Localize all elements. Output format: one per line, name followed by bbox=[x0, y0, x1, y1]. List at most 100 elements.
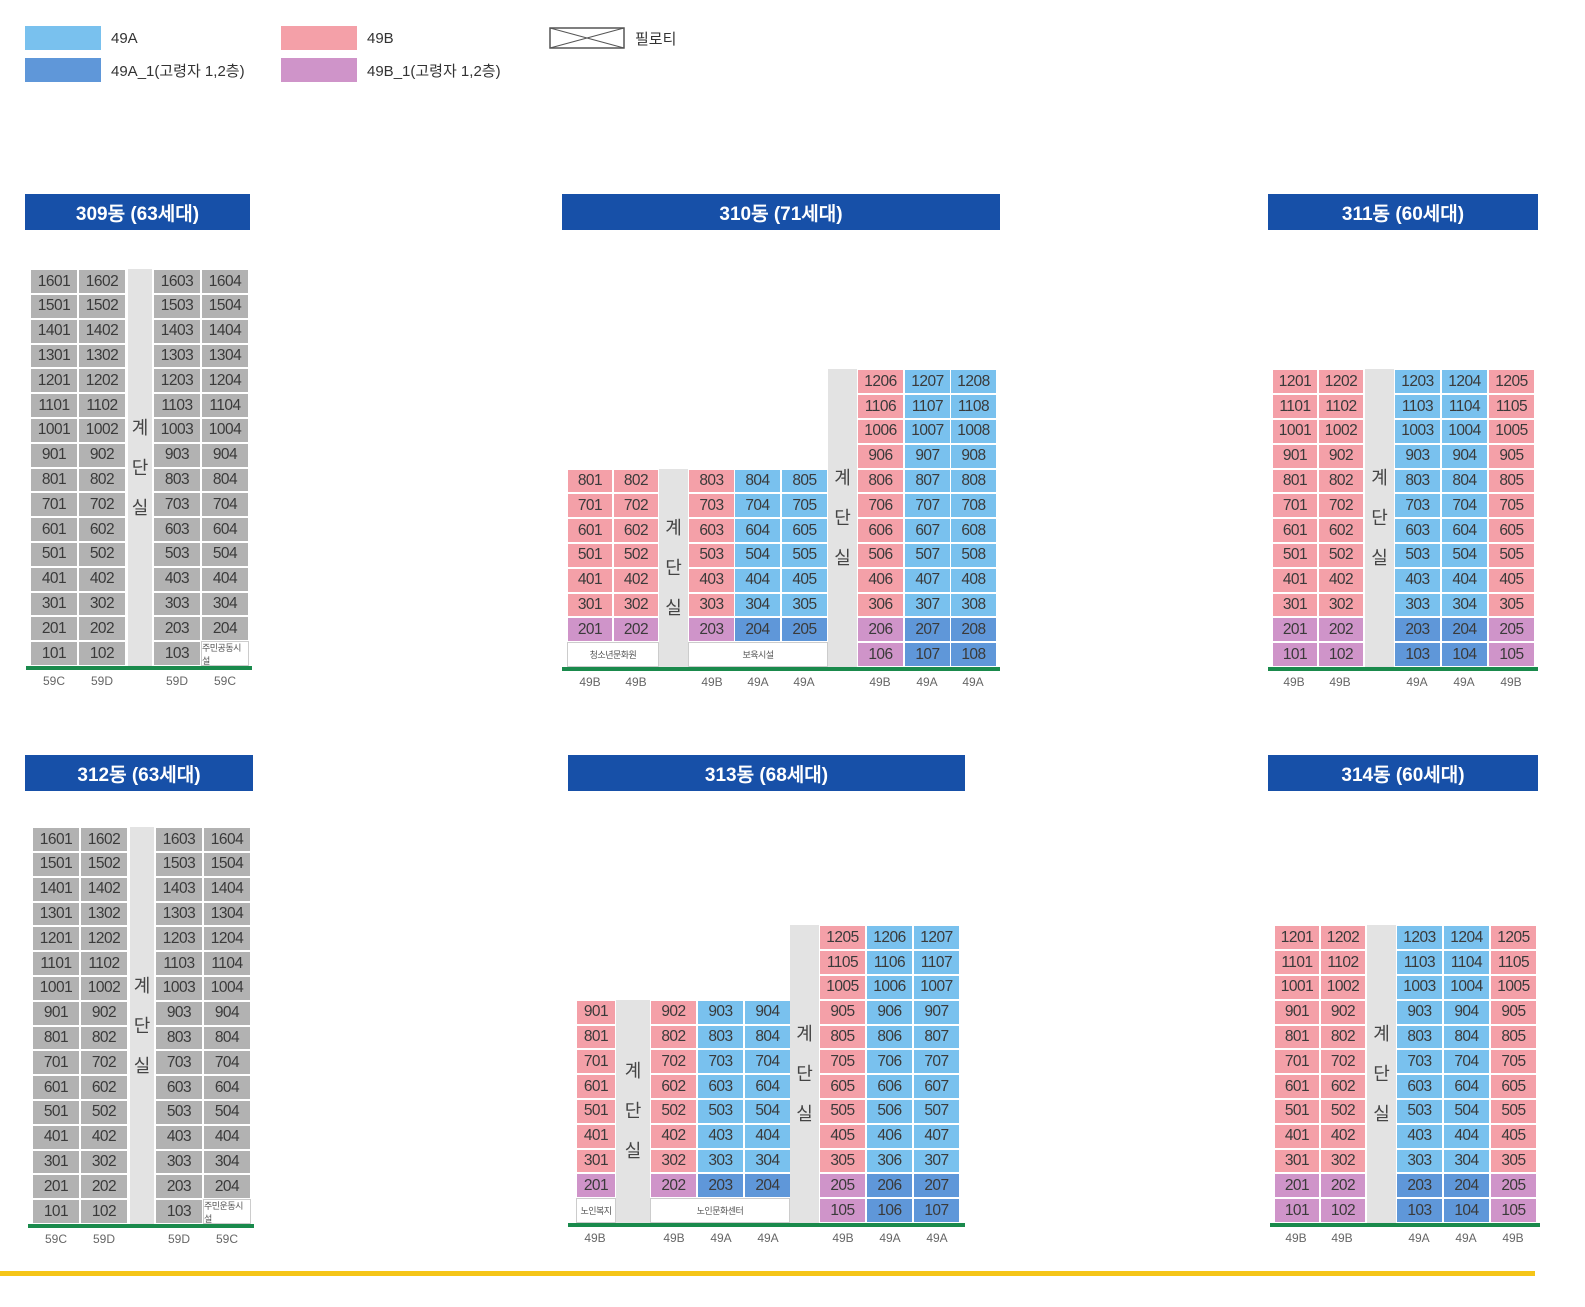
unit-cell: 105 bbox=[1488, 642, 1535, 667]
unit-cell: 204 bbox=[1441, 617, 1488, 643]
unit-cell: 604 bbox=[1443, 1074, 1490, 1099]
unit-type-label: 49A bbox=[1455, 1231, 1477, 1245]
unit-cell: 603 bbox=[1394, 518, 1441, 543]
unit-cell: 304 bbox=[734, 592, 781, 618]
unit-cell: 305 bbox=[781, 592, 828, 618]
unit-cell: 605 bbox=[819, 1074, 866, 1099]
unit-cell: 903 bbox=[1394, 443, 1441, 469]
unit-cell: 302 bbox=[1320, 1148, 1366, 1174]
unit-cell: 407 bbox=[904, 567, 951, 593]
unit-cell: 1006 bbox=[857, 419, 904, 444]
stair-char: 계 bbox=[796, 1024, 813, 1045]
unit-cell: 301 bbox=[30, 591, 78, 617]
unit-cell: 904 bbox=[744, 999, 791, 1025]
unit-cell: 701 bbox=[32, 1050, 80, 1076]
ground-line bbox=[568, 1223, 965, 1227]
unit-cell: 808 bbox=[950, 468, 997, 494]
unit-cell: 1103 bbox=[155, 951, 203, 976]
unit-cell: 802 bbox=[80, 1025, 128, 1051]
unit-cell: 1207 bbox=[904, 369, 951, 395]
unit-cell: 302 bbox=[613, 592, 659, 618]
unit-cell: 504 bbox=[744, 1099, 791, 1124]
unit-cell: 1001 bbox=[30, 418, 78, 443]
unit-cell: 705 bbox=[1490, 1049, 1537, 1075]
unit-cell: 604 bbox=[734, 518, 781, 543]
unit-cell: 1204 bbox=[1441, 369, 1488, 395]
unit-cell: 1501 bbox=[32, 852, 80, 877]
unit-cell: 406 bbox=[857, 567, 904, 593]
unit-cell: 404 bbox=[734, 567, 781, 593]
unit-cell: 505 bbox=[1488, 543, 1535, 568]
unit-cell: 305 bbox=[819, 1148, 866, 1174]
unit-type-label: 49A bbox=[757, 1231, 779, 1245]
unit-cell: 602 bbox=[1320, 1074, 1366, 1099]
unit-cell: 1101 bbox=[30, 393, 78, 418]
unit-cell: 1102 bbox=[1320, 950, 1366, 975]
building-313-title: 313동 (68세대) bbox=[568, 755, 965, 791]
unit-cell: 1004 bbox=[203, 976, 251, 1001]
unit-cell: 1004 bbox=[201, 418, 249, 443]
unit-cell: 1101 bbox=[1274, 950, 1320, 975]
legend-piloti-label: 필로티 bbox=[635, 30, 677, 48]
unit-cell: 807 bbox=[913, 1024, 960, 1050]
unit-cell: 503 bbox=[155, 1100, 203, 1125]
stair-char: 단 bbox=[665, 557, 682, 578]
stair-char: 계 bbox=[834, 468, 851, 489]
unit-cell: 1403 bbox=[153, 318, 201, 344]
unit-cell: 1106 bbox=[857, 394, 904, 419]
unit-cell: 902 bbox=[1320, 999, 1366, 1025]
unit-cell: 402 bbox=[1320, 1123, 1366, 1149]
unit-cell: 602 bbox=[80, 1075, 128, 1100]
facility-cell: 주민공동시설 bbox=[201, 641, 249, 666]
unit-cell: 802 bbox=[78, 467, 126, 493]
unit-cell: 606 bbox=[857, 518, 904, 543]
unit-cell: 304 bbox=[201, 591, 249, 617]
unit-type-label: 49B bbox=[663, 1231, 685, 1245]
unit-type-label: 49B bbox=[579, 675, 601, 689]
unit-cell: 1004 bbox=[1441, 419, 1488, 444]
unit-cell: 101 bbox=[1272, 642, 1318, 667]
stair-char: 단 bbox=[796, 1064, 813, 1085]
unit-cell: 401 bbox=[567, 567, 613, 593]
unit-cell: 1604 bbox=[201, 269, 249, 294]
unit-cell: 204 bbox=[744, 1173, 791, 1199]
unit-cell: 302 bbox=[1318, 592, 1364, 618]
unit-type-label: 49A bbox=[916, 675, 938, 689]
unit-cell: 1202 bbox=[1320, 925, 1366, 951]
unit-cell: 301 bbox=[576, 1148, 616, 1174]
unit-cell: 806 bbox=[857, 468, 904, 494]
unit-cell: 406 bbox=[866, 1123, 913, 1149]
unit-cell: 908 bbox=[950, 443, 997, 469]
unit-cell: 504 bbox=[734, 543, 781, 568]
unit-cell: 1103 bbox=[153, 393, 201, 418]
unit-cell: 603 bbox=[153, 517, 201, 542]
unit-cell: 405 bbox=[1488, 567, 1535, 593]
unit-cell: 303 bbox=[697, 1148, 744, 1174]
unit-cell: 1401 bbox=[32, 876, 80, 902]
unit-cell: 104 bbox=[1441, 642, 1488, 667]
unit-cell: 304 bbox=[1443, 1148, 1490, 1174]
unit-cell: 601 bbox=[1274, 1074, 1320, 1099]
legend-piloti: 필로티 bbox=[549, 27, 676, 49]
unit-type-label: 49A bbox=[926, 1231, 948, 1245]
unit-cell: 901 bbox=[1272, 443, 1318, 469]
unit-type-label: 49B bbox=[869, 675, 891, 689]
building-309-title: 309동 (63세대) bbox=[25, 194, 250, 230]
unit-cell: 205 bbox=[1490, 1173, 1537, 1199]
unit-cell: 1003 bbox=[155, 976, 203, 1001]
unit-cell: 407 bbox=[913, 1123, 960, 1149]
unit-cell: 404 bbox=[1443, 1123, 1490, 1149]
unit-cell: 107 bbox=[913, 1198, 960, 1223]
unit-cell: 707 bbox=[913, 1049, 960, 1075]
unit-cell: 602 bbox=[1318, 518, 1364, 543]
unit-type-label: 59C bbox=[213, 674, 236, 688]
unit-cell: 405 bbox=[1490, 1123, 1537, 1149]
unit-cell: 703 bbox=[688, 493, 735, 519]
unit-cell: 1602 bbox=[80, 827, 128, 852]
unit-cell: 904 bbox=[201, 442, 249, 468]
unit-cell: 405 bbox=[819, 1123, 866, 1149]
unit-cell: 803 bbox=[1394, 468, 1441, 494]
